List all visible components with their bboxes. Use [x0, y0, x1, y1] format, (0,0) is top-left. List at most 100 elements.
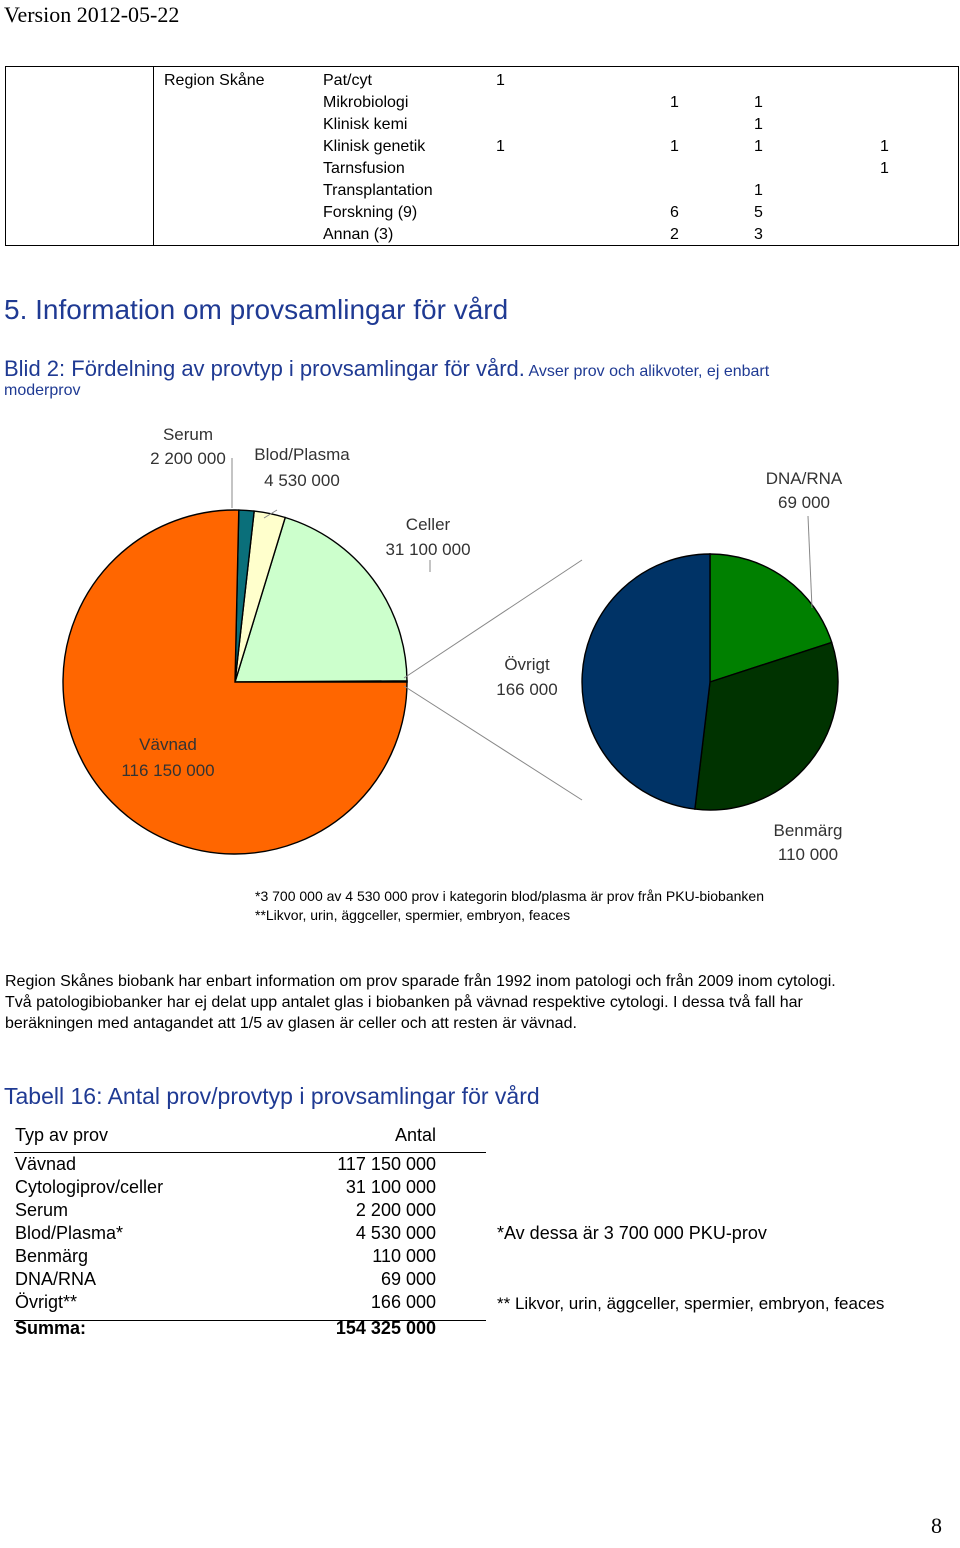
table16-total-count: 154 325 000 — [335, 1318, 436, 1338]
slice-label-value: 4 530 000 — [264, 471, 340, 490]
pku-note: *Av dessa är 3 700 000 PKU-prov — [497, 1223, 767, 1243]
table16-row: DNA/RNA 69 000 — [14, 1268, 486, 1291]
table-row-label: Annan (3) — [323, 226, 394, 243]
table-cell: 1 — [880, 138, 889, 155]
sub-slice-label-name: DNA/RNA — [766, 469, 843, 488]
paragraph-line-1: Region Skånes biobank har enbart informa… — [5, 973, 836, 990]
table16-type: Cytologiprov/celler — [15, 1177, 164, 1197]
table16-row: Vävnad 117 150 000 — [14, 1153, 486, 1176]
page-number: 8 — [931, 1513, 942, 1538]
table-row: Mikrobiologi 1 1 — [6, 92, 956, 114]
table16-count: 110 000 — [372, 1246, 436, 1266]
table16-count: 4 530 000 — [355, 1223, 436, 1243]
sub-slice-label-value: 110 000 — [778, 845, 838, 864]
sub-slice-label-name: Benmärg — [774, 821, 843, 840]
table16-row: Serum 2 200 000 — [14, 1199, 486, 1222]
footnote-pku: *3 700 000 av 4 530 000 prov i kategorin… — [255, 888, 764, 904]
slice-label-value: 166 000 — [496, 680, 557, 699]
slice-label-value: 2 200 000 — [150, 449, 226, 468]
slice-label-name: Övrigt — [504, 655, 550, 674]
table-cell: 1 — [496, 138, 505, 155]
pie-slice-celler — [234, 516, 408, 683]
table-cell: 2 — [670, 226, 679, 243]
table16-row: Övrigt** 166 000 — [14, 1291, 486, 1314]
connector-line-top — [403, 559, 583, 679]
table16-count: 166 000 — [370, 1292, 436, 1312]
figure-title-text: Blid 2: Fördelning av provtyp i provsaml… — [4, 356, 525, 381]
table16-header-rule — [14, 1152, 486, 1153]
table-cell: 1 — [670, 138, 679, 155]
sub-pie-slice-benm-rg — [694, 641, 839, 811]
table16-count: 117 150 000 — [337, 1154, 436, 1174]
table-row: Tarnsfusion 1 — [6, 158, 956, 180]
table16-total-row: Summa: 154 325 000 — [14, 1317, 486, 1340]
table-cell: 6 — [670, 204, 679, 221]
table-cell: 1 — [670, 94, 679, 111]
table-row: Transplantation 1 — [6, 180, 956, 202]
table16-row: Benmärg 110 000 — [14, 1245, 486, 1268]
table-cell: 1 — [496, 72, 505, 89]
table-column-divider — [153, 67, 154, 245]
table-row-label: Klinisk kemi — [323, 116, 408, 133]
table-cell: 1 — [754, 138, 763, 155]
table16-type: Benmärg — [15, 1246, 89, 1266]
table-row: Pat/cyt 1 — [6, 70, 956, 92]
region-table: Region Skåne Pat/cyt 1 Mikrobiologi 1 1 Klini… — [5, 66, 959, 246]
version-label: Version 2012-05-22 — [4, 2, 180, 27]
table16-total-rule — [14, 1320, 486, 1321]
table-cell: 5 — [754, 204, 763, 221]
table16-type: Blod/Plasma* — [15, 1223, 124, 1243]
table16-col-type: Typ av prov — [15, 1125, 109, 1145]
region-name: Region Skåne — [164, 72, 265, 89]
slice-label-name: Blod/Plasma — [254, 445, 350, 464]
info-paragraph: Region Skånes biobank har enbart informa… — [5, 971, 955, 1034]
pie-slice-v-vnad — [62, 509, 408, 855]
sub-pie-slice--vrigt — [581, 553, 711, 810]
slice-label-name: Celler — [406, 515, 451, 534]
slice-label-value: 116 150 000 — [121, 761, 214, 780]
table16-row: Cytologiprov/celler 31 100 000 — [14, 1176, 486, 1199]
paragraph-line-2: Två patologibiobanker har ej delat upp a… — [5, 994, 803, 1011]
table-row-label: Klinisk genetik — [323, 138, 426, 155]
table16-heading: Tabell 16: Antal prov/provtyp i provsaml… — [4, 1083, 540, 1109]
table-row-label: Forskning (9) — [323, 204, 418, 221]
table-cell: 1 — [754, 116, 763, 133]
sub-slice-label-value: 69 000 — [778, 493, 830, 512]
table-cell: 3 — [754, 226, 763, 243]
table-cell: 1 — [880, 160, 889, 177]
table16-type: Serum — [15, 1200, 69, 1220]
table-row: Annan (3) 2 3 — [6, 224, 956, 246]
footnote-likvor: **Likvor, urin, äggceller, spermier, emb… — [255, 907, 571, 923]
table-cell: 1 — [754, 182, 763, 199]
likvor-note: ** Likvor, urin, äggceller, spermier, em… — [497, 1294, 885, 1313]
figure-subtitle-a: Avser prov och alikvoter, ej enbart — [524, 363, 770, 380]
table16-count: 31 100 000 — [345, 1177, 436, 1197]
paragraph-line-3: beräkningen med antagandet att 1/5 av gl… — [5, 1015, 577, 1032]
table16-header-row: Typ av prov Antal — [14, 1124, 486, 1147]
leader-line — [263, 509, 278, 519]
connector-line-bottom — [403, 685, 583, 801]
slice-label-name: Serum — [163, 425, 213, 444]
table-row-label: Tarnsfusion — [323, 160, 405, 177]
table16-total-label: Summa: — [15, 1318, 87, 1338]
table-row-label: Pat/cyt — [323, 72, 372, 89]
section-heading: 5. Information om provsamlingar för vård — [4, 294, 509, 325]
table16-type: Vävnad — [15, 1154, 77, 1174]
table16-type: Övrigt** — [15, 1292, 78, 1312]
table-row-label: Transplantation — [323, 182, 433, 199]
slice-label-name: Vävnad — [139, 735, 197, 754]
table-row: Klinisk genetik 1 1 1 1 — [6, 136, 956, 158]
leader-line — [807, 515, 813, 609]
figure-title: Blid 2: Fördelning av provtyp i provsaml… — [4, 356, 769, 382]
table16-count: 2 200 000 — [355, 1200, 436, 1220]
table-row-label: Mikrobiologi — [323, 94, 409, 111]
table-cell: 1 — [754, 94, 763, 111]
table16-type: DNA/RNA — [15, 1269, 97, 1289]
slice-label-value: 31 100 000 — [385, 540, 470, 559]
table-row: Forskning (9) 6 5 — [6, 202, 956, 224]
table16-row: Blod/Plasma* 4 530 000 — [14, 1222, 486, 1245]
sub-pie-slice-dna-rna — [709, 553, 833, 683]
table-row: Klinisk kemi 1 — [6, 114, 956, 136]
table16-col-count: Antal — [394, 1125, 436, 1145]
figure-subtitle-b: moderprov — [4, 382, 81, 399]
